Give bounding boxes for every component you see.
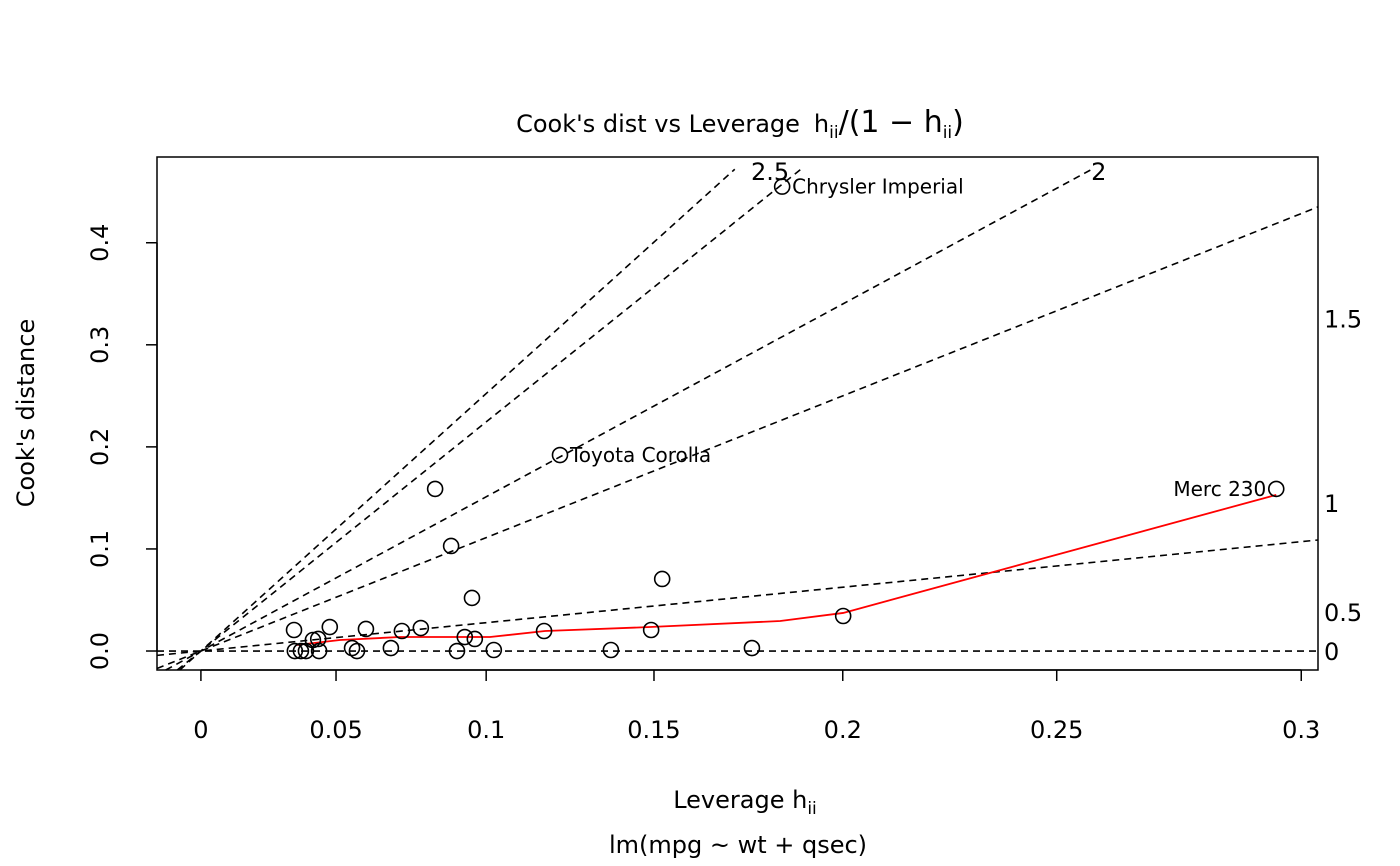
- data-point: [485, 641, 503, 659]
- x-tick-label: 0.2: [824, 716, 862, 744]
- data-point: [343, 639, 361, 657]
- x-tick-label: 0.15: [627, 716, 680, 744]
- point-label: Chrysler Imperial: [792, 175, 964, 199]
- data-point: [348, 642, 366, 660]
- data-point: [1267, 480, 1285, 498]
- x-tick-label: 0.25: [1030, 716, 1083, 744]
- data-point: [456, 628, 474, 646]
- data-point: [743, 639, 761, 657]
- data-point: [448, 642, 466, 660]
- cook-contour-line: [176, 168, 802, 671]
- cook-contour-line: [165, 168, 1093, 671]
- cook-contour-line: [179, 168, 736, 671]
- data-point: [292, 642, 310, 660]
- data-point: [309, 630, 327, 648]
- x-tick-label: 0.1: [467, 716, 505, 744]
- data-point: [551, 446, 569, 464]
- y-tick-label: 0.0: [86, 632, 114, 670]
- x-tick-label: 0: [193, 716, 208, 744]
- y-tick-label: 0.4: [86, 224, 114, 262]
- y-tick-label: 0.3: [86, 326, 114, 364]
- subtitle: lm(mpg ~ wt + qsec): [609, 831, 867, 859]
- data-point: [602, 641, 620, 659]
- data-point: [357, 620, 375, 638]
- plot-frame: [156, 156, 1319, 671]
- data-point: [442, 537, 460, 555]
- data-point: [412, 619, 430, 637]
- data-point: [653, 570, 671, 588]
- data-point: [466, 630, 484, 648]
- x-tick-label: 0.3: [1282, 716, 1320, 744]
- x-tick-label: 0.05: [309, 716, 362, 744]
- data-point: [285, 621, 303, 639]
- contour-label: 2: [1091, 158, 1106, 186]
- point-label: Toyota Corolla: [569, 443, 711, 467]
- data-point: [393, 622, 411, 640]
- data-point: [463, 589, 481, 607]
- contour-label: 0.5: [1324, 599, 1362, 627]
- contour-label: 1: [1324, 490, 1339, 518]
- data-point: [535, 622, 553, 640]
- y-tick-label: 0.1: [86, 530, 114, 568]
- data-point: [310, 642, 328, 660]
- chart-title: Cook's dist vs Leverage hii/(1 − hii): [516, 105, 964, 143]
- data-point: [773, 178, 791, 195]
- contour-label: 1.5: [1324, 305, 1362, 333]
- contour-label: 2.5: [751, 158, 789, 186]
- data-point: [286, 642, 304, 660]
- cook-contour-line: [156, 539, 1319, 657]
- x-axis-label: Leverage hii: [673, 786, 817, 819]
- point-label: Merc 230: [1173, 477, 1266, 501]
- data-point: [321, 618, 339, 636]
- data-point: [382, 639, 400, 657]
- y-axis-label: Cook's distance: [12, 319, 40, 507]
- cook-contour-line: [156, 206, 1319, 670]
- smooth-line: [296, 493, 1277, 646]
- contour-label: 0: [1324, 638, 1339, 666]
- data-point: [426, 480, 444, 498]
- data-point: [834, 607, 852, 625]
- data-point: [642, 621, 660, 639]
- y-tick-label: 0.2: [86, 428, 114, 466]
